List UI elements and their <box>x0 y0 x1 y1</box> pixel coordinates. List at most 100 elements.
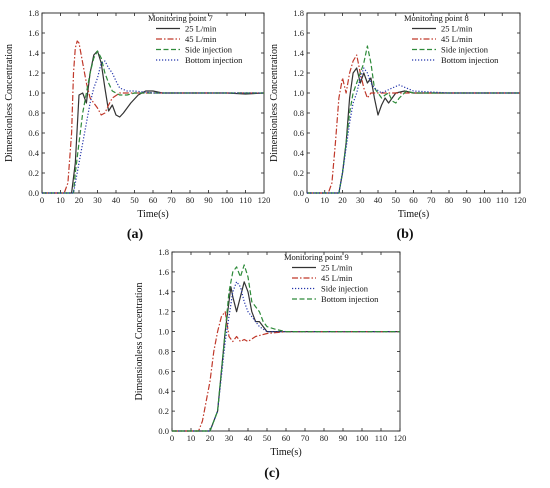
x-tick-label: 30 <box>356 195 365 205</box>
legend-entry-3: Bottom injection <box>441 55 499 65</box>
x-tick-label: 100 <box>478 195 491 205</box>
series-line-2 <box>307 45 520 194</box>
chart-panel-c: 0 10 20 30 40 50 60 70 80 90 100 110 120 0.0 0.2 0.4 0.6… <box>134 247 406 481</box>
y-tick-label: 1.4 <box>28 48 39 58</box>
chart-panel-a: 0 10 20 30 40 50 60 70 80 90 100 110 120 0.0 0.2 0.4 0.6… <box>4 8 270 242</box>
y-tick-label: 0.0 <box>158 426 169 436</box>
x-tick-label: 60 <box>282 433 291 443</box>
x-tick-label: 120 <box>514 195 527 205</box>
y-tick-label: 1.8 <box>28 8 39 18</box>
y-tick-label: 1.6 <box>158 267 169 277</box>
y-axis-label: Dimensionless Concentration <box>269 44 280 162</box>
x-tick-label: 50 <box>130 195 139 205</box>
y-tick-label: 0.2 <box>28 168 39 178</box>
y-tick-label: 0.0 <box>28 188 39 198</box>
x-axis-label: Time(s) <box>137 209 168 220</box>
x-tick-label: 100 <box>356 433 369 443</box>
x-tick-label: 30 <box>93 195 102 205</box>
panel-label: (a) <box>127 227 144 242</box>
y-tick-label: 0.8 <box>158 346 169 356</box>
legend-entry-3: Bottom injection <box>321 294 379 304</box>
x-tick-label: 40 <box>244 433 253 443</box>
x-tick-label: 120 <box>394 433 407 443</box>
series-line-3 <box>42 60 264 194</box>
x-tick-label: 20 <box>206 433 215 443</box>
x-tick-label: 20 <box>338 195 347 205</box>
y-tick-label: 0.2 <box>158 406 169 416</box>
x-tick-label: 30 <box>225 433 234 443</box>
y-tick-label: 1.2 <box>158 307 169 317</box>
x-tick-label: 110 <box>375 433 387 443</box>
legend-entry-3: Bottom injection <box>185 55 243 65</box>
x-tick-label: 0 <box>40 195 44 205</box>
series-line-2 <box>42 50 264 194</box>
legend-title: Monitoring point 9 <box>284 252 349 262</box>
x-tick-label: 70 <box>301 433 310 443</box>
x-tick-label: 60 <box>409 195 418 205</box>
y-tick-label: 0.8 <box>28 108 39 118</box>
y-tick-label: 0.4 <box>293 148 304 158</box>
y-tick-label: 1.8 <box>158 247 169 257</box>
x-tick-label: 80 <box>186 195 195 205</box>
y-tick-label: 1.4 <box>158 287 169 297</box>
y-tick-label: 0.4 <box>28 148 39 158</box>
series-line-3 <box>172 264 400 432</box>
panel-label: (b) <box>396 227 413 242</box>
chart-panel-b: 0 10 20 30 40 50 60 70 80 90 100 110 120 0.0 0.2 0.4 0.6… <box>269 8 526 242</box>
x-tick-label: 90 <box>204 195 213 205</box>
x-tick-label: 110 <box>239 195 251 205</box>
legend-entry-0: 25 L/min <box>321 263 353 273</box>
panel-label: (c) <box>264 466 280 481</box>
legend-title: Monitoring point 7 <box>148 13 213 23</box>
legend-entry-2: Side injection <box>185 45 233 55</box>
x-tick-label: 50 <box>392 195 401 205</box>
y-tick-label: 1.0 <box>28 88 39 98</box>
y-tick-label: 1.0 <box>158 327 169 337</box>
y-tick-label: 0.0 <box>293 188 304 198</box>
legend-title: Monitoring point 8 <box>404 13 469 23</box>
x-tick-label: 80 <box>445 195 454 205</box>
y-tick-label: 1.8 <box>293 8 304 18</box>
y-tick-label: 0.6 <box>293 128 304 138</box>
y-tick-label: 0.6 <box>28 128 39 138</box>
series-line-2 <box>172 281 400 432</box>
legend-entry-2: Side injection <box>321 284 369 294</box>
x-tick-label: 10 <box>321 195 330 205</box>
y-tick-label: 0.4 <box>158 386 169 396</box>
y-tick-label: 1.2 <box>28 68 39 78</box>
y-axis-label: Dimensionless Concentration <box>4 44 15 162</box>
x-tick-label: 0 <box>305 195 309 205</box>
x-tick-label: 10 <box>56 195 65 205</box>
x-axis-label: Time(s) <box>398 209 429 220</box>
legend-entry-1: 45 L/min <box>321 273 353 283</box>
series-line-0 <box>307 67 520 194</box>
x-tick-label: 40 <box>112 195 121 205</box>
series-line-1 <box>172 311 400 432</box>
x-tick-label: 70 <box>427 195 436 205</box>
x-tick-label: 80 <box>320 433 329 443</box>
y-tick-label: 1.0 <box>293 88 304 98</box>
x-tick-label: 90 <box>339 433 348 443</box>
y-tick-label: 1.6 <box>28 28 39 38</box>
legend-entry-1: 45 L/min <box>441 34 473 44</box>
x-tick-label: 0 <box>170 433 174 443</box>
legend-entry-0: 25 L/min <box>185 24 217 34</box>
y-tick-label: 0.2 <box>293 168 304 178</box>
y-tick-label: 0.6 <box>158 366 169 376</box>
legend-entry-1: 45 L/min <box>185 34 217 44</box>
x-tick-label: 10 <box>187 433 196 443</box>
y-tick-label: 0.8 <box>293 108 304 118</box>
legend-entry-2: Side injection <box>441 45 489 55</box>
x-tick-label: 50 <box>263 433 272 443</box>
y-axis-label: Dimensionless Concentration <box>134 282 145 400</box>
series-line-1 <box>307 54 520 194</box>
series-line-0 <box>172 281 400 432</box>
legend-entry-0: 25 L/min <box>441 24 473 34</box>
y-tick-label: 1.6 <box>293 28 304 38</box>
y-tick-label: 1.4 <box>293 48 304 58</box>
x-tick-label: 40 <box>374 195 383 205</box>
x-tick-label: 100 <box>221 195 234 205</box>
x-tick-label: 70 <box>167 195 176 205</box>
series-line-1 <box>42 40 264 194</box>
